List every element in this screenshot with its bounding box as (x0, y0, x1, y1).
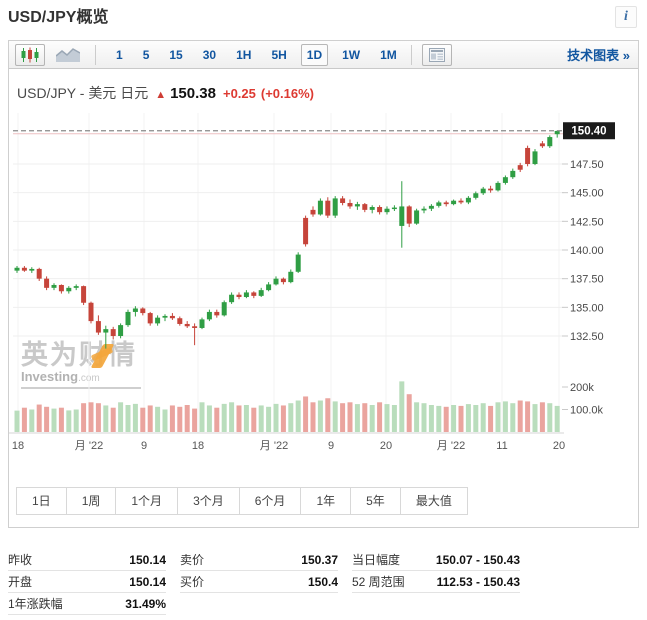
svg-text:145.00: 145.00 (570, 188, 604, 200)
stat-row: 1年涨跌幅 31.49% (8, 593, 166, 615)
toolbar-divider (95, 44, 96, 65)
up-arrow-icon: ▲ (155, 89, 167, 101)
svg-text:20: 20 (380, 440, 392, 452)
news-panel-button[interactable] (421, 43, 452, 66)
stat-label: 当日幅度 (352, 553, 401, 567)
stat-label: 买价 (180, 575, 205, 589)
interval-1h[interactable]: 1H (236, 47, 252, 62)
interval-1[interactable]: 1 (116, 47, 123, 62)
svg-text:200k: 200k (570, 382, 594, 394)
area-chart-icon (56, 48, 80, 62)
stat-row: 52 周范围 112.53 - 150.43 (352, 571, 520, 593)
svg-text:142.50: 142.50 (570, 216, 604, 228)
range-button-1周[interactable]: 1周 (65, 487, 117, 515)
svg-text:11: 11 (496, 440, 507, 452)
svg-text:月 '22: 月 '22 (75, 440, 103, 452)
range-button-6个月[interactable]: 6个月 (238, 487, 302, 515)
stat-label: 开盘 (8, 575, 33, 589)
svg-text:135.00: 135.00 (570, 302, 604, 314)
interval-15[interactable]: 15 (169, 47, 183, 62)
range-button-1个月[interactable]: 1个月 (115, 487, 179, 515)
svg-text:18: 18 (192, 440, 204, 452)
stat-value: 112.53 - 150.43 (436, 574, 520, 589)
stat-value: 150.14 (129, 552, 166, 567)
stat-value: 150.4 (307, 574, 338, 589)
range-button-1日[interactable]: 1日 (16, 487, 67, 515)
svg-text:18: 18 (12, 440, 24, 452)
stat-row: 开盘 150.14 (8, 571, 166, 593)
stat-value: 150.37 (301, 552, 338, 567)
candlestick-icon (21, 47, 39, 62)
header: USD/JPY概览 i (8, 6, 639, 34)
svg-text:20: 20 (553, 440, 565, 452)
stat-row: 卖价 150.37 (180, 549, 338, 571)
stat-value: 150.14 (129, 574, 166, 589)
watermark-cn-text: 英为财情 (21, 340, 137, 370)
chart-toolbar: 1 5 15 30 1H 5H 1D 1W 1M 技术图表 » (9, 41, 638, 69)
stat-row: 昨收 150.14 (8, 549, 166, 571)
svg-text:147.50: 147.50 (570, 159, 604, 171)
stat-label: 52 周范围 (352, 575, 405, 589)
stat-value: 31.49% (125, 596, 166, 611)
interval-1d[interactable]: 1D (300, 43, 329, 66)
instrument-name: USD/JPY - 美元 日元 (17, 85, 149, 101)
stat-label: 卖价 (180, 553, 205, 567)
svg-text:月 '22: 月 '22 (437, 440, 465, 452)
stats-column-1: 昨收 150.14 开盘 150.14 1年涨跌幅 31.49% (8, 549, 166, 615)
technical-charts-link[interactable]: 技术图表 » (567, 48, 630, 63)
area-chart-type-button[interactable] (53, 44, 83, 66)
svg-text:9: 9 (328, 440, 334, 452)
stat-row: 当日幅度 150.07 - 150.43 (352, 549, 520, 571)
svg-text:137.50: 137.50 (570, 274, 604, 286)
svg-text:100.0k: 100.0k (570, 405, 604, 417)
chart-widget-frame: 1 5 15 30 1H 5H 1D 1W 1M 技术图表 » USD/JPY - 美元 日元 … (8, 40, 639, 528)
info-icon[interactable]: i (615, 6, 637, 28)
interval-5[interactable]: 5 (142, 47, 150, 62)
interval-1m[interactable]: 1M (380, 47, 397, 62)
interval-30[interactable]: 30 (202, 47, 217, 62)
toolbar-divider (410, 44, 412, 65)
interval-1w[interactable]: 1W (342, 47, 361, 62)
last-price: 150.38 (170, 85, 216, 102)
svg-text:月 '22: 月 '22 (260, 440, 288, 452)
stat-label: 昨收 (8, 553, 33, 567)
stat-label: 1年涨跌幅 (8, 597, 63, 611)
svg-text:132.50: 132.50 (570, 331, 604, 343)
range-button-5年[interactable]: 5年 (350, 487, 401, 515)
stats-table: 昨收 150.14 开盘 150.14 1年涨跌幅 31.49% 卖价 150.37 买价 150… (8, 549, 639, 617)
range-button-group: 1日 1周 1个月 3个月 6个月 1年 5年 最大值 (16, 487, 468, 515)
price-change-percent: (+0.16%) (260, 86, 315, 101)
chart-area: 英为财情 Investing.com 147.50 145.00 142.50 140… (9, 105, 638, 458)
svg-text:140.00: 140.00 (570, 245, 604, 257)
stats-column-2: 卖价 150.37 买价 150.4 (180, 549, 338, 593)
stat-row: 买价 150.4 (180, 571, 338, 593)
range-button-最大值[interactable]: 最大值 (399, 487, 468, 515)
svg-text:9: 9 (141, 440, 147, 452)
news-layout-icon (428, 47, 445, 62)
interval-5h[interactable]: 5H (271, 47, 287, 62)
stat-value: 150.07 - 150.43 (435, 552, 520, 567)
svg-text:150.40: 150.40 (571, 126, 606, 138)
range-button-3个月[interactable]: 3个月 (177, 487, 240, 515)
page-title: USD/JPY概览 (8, 9, 109, 26)
price-chart[interactable]: 147.50 145.00 142.50 140.00 137.50 135.00 132.… (9, 105, 638, 458)
range-button-1年[interactable]: 1年 (300, 487, 352, 515)
price-change: +0.25 (222, 86, 256, 101)
quote-line: USD/JPY - 美元 日元 ▲ 150.38 +0.25 (+0.16%) (17, 83, 314, 103)
candlestick-chart-type-button[interactable] (15, 43, 45, 66)
interval-selector: 1 5 15 30 1H 5H 1D 1W 1M (106, 43, 407, 66)
stats-column-3: 当日幅度 150.07 - 150.43 52 周范围 112.53 - 150.43 (352, 549, 520, 593)
